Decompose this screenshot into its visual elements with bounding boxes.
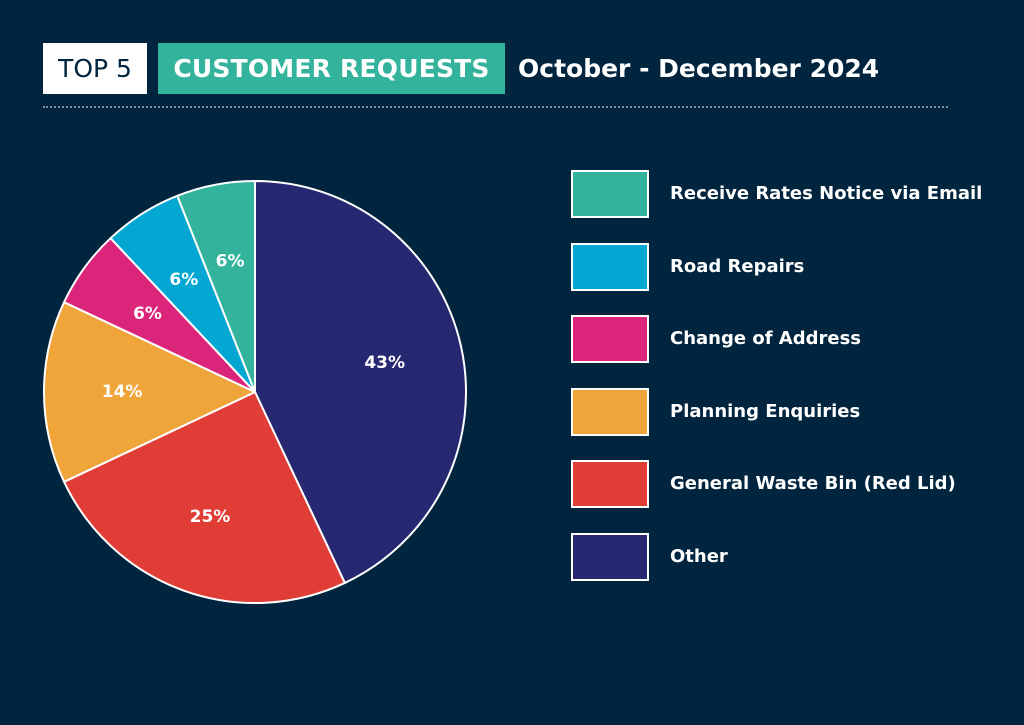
legend-item-receive-rates-notice-via-email: Receive Rates Notice via Email (571, 170, 1001, 220)
pie-slice-receive-rates-notice-via-email (176, 180, 256, 393)
pie-slice-general-waste-bin-red-lid (63, 391, 346, 604)
legend-swatch (571, 242, 649, 291)
legend-swatch (571, 170, 649, 218)
legend-label: Other (670, 546, 728, 567)
legend-swatch (571, 387, 649, 436)
legend-label: Planning Enquiries (670, 400, 861, 422)
legend-label: General Waste Bin (Red Lid) (670, 473, 956, 495)
legend-label: Receive Rates Notice via Email (670, 183, 983, 204)
pie-slice-other (254, 180, 468, 584)
pie-chart: 43% 25% 14% 6% 6% 6% (42, 180, 468, 604)
legend-item-other: Other (571, 533, 1001, 583)
slice-label-road-repairs: 6% (169, 270, 198, 290)
legend-swatch (571, 315, 649, 364)
legend-label: Change of Address (670, 328, 862, 350)
slice-label-general-waste-bin-red-lid: 25% (190, 507, 231, 527)
slice-label-planning-enquiries: 14% (102, 382, 143, 402)
pie-slice-planning-enquiries (42, 301, 256, 483)
customer-requests-badge: CUSTOMER REQUESTS (158, 43, 505, 94)
slice-label-change-of-address: 6% (133, 304, 162, 324)
legend-swatch (571, 533, 649, 581)
legend-item-planning-enquiries: Planning Enquiries (571, 387, 1001, 438)
legend-item-general-waste-bin-red-lid: General Waste Bin (Red Lid) (571, 460, 1001, 510)
legend-item-road-repairs: Road Repairs (571, 242, 1001, 293)
header-divider (43, 106, 948, 108)
slice-label-other: 43% (364, 353, 405, 373)
slice-label-receive-rates-notice-via-email: 6% (216, 251, 245, 271)
legend-label: Road Repairs (670, 255, 805, 277)
legend-swatch (571, 460, 649, 509)
period-title: October - December 2024 (518, 54, 880, 83)
legend-item-change-of-address: Change of Address (571, 315, 1001, 365)
top-5-badge: TOP 5 (43, 43, 147, 94)
